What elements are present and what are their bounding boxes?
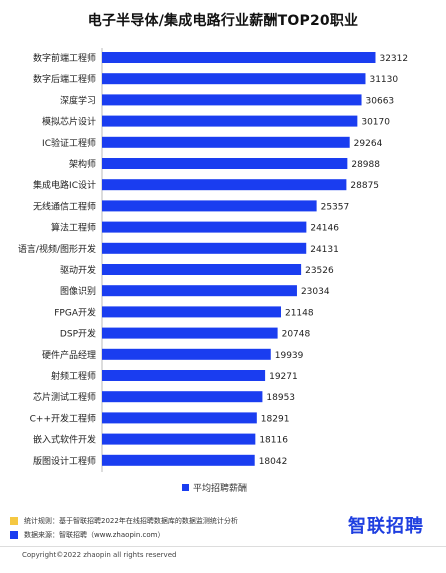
legend: 平均招聘薪酬 — [182, 481, 247, 494]
bar — [102, 136, 350, 148]
category-label: 架构师 — [69, 158, 96, 170]
data-label: 18953 — [266, 393, 295, 403]
category-label: 模拟芯片设计 — [42, 116, 96, 128]
category-label: 语言/视频/图形开发 — [18, 243, 96, 255]
data-label: 23526 — [305, 266, 334, 276]
brand-logo: 智联招聘 — [348, 516, 424, 537]
category-label: 数字前端工程师 — [33, 52, 96, 64]
legend-label: 平均招聘薪酬 — [193, 484, 248, 494]
data-label: 23034 — [301, 287, 330, 297]
bar — [102, 158, 348, 169]
category-label: IC验证工程师 — [42, 137, 96, 149]
bar — [102, 370, 266, 381]
data-label: 19271 — [269, 372, 298, 382]
category-label: 深度学习 — [60, 94, 96, 106]
data-label: 30170 — [361, 118, 390, 128]
data-label: 24131 — [310, 245, 339, 255]
bar — [102, 94, 362, 106]
category-label: 射频工程师 — [51, 370, 96, 382]
data-label: 30663 — [366, 96, 395, 106]
bar — [102, 200, 317, 212]
category-label: 图像识别 — [60, 285, 96, 297]
bar — [102, 412, 257, 424]
rule-marker — [10, 517, 18, 525]
bar — [102, 348, 271, 360]
category-label: 数字后端工程师 — [33, 73, 96, 85]
footer-divider — [0, 546, 446, 547]
category-label: C++开发工程师 — [30, 412, 96, 424]
bar — [102, 433, 256, 445]
bar — [102, 454, 255, 466]
data-label: 28875 — [350, 181, 379, 191]
category-label: DSP开发 — [60, 328, 96, 340]
data-label: 19939 — [275, 351, 304, 361]
category-label: FPGA开发 — [54, 306, 96, 318]
bar — [102, 73, 366, 85]
data-label: 18291 — [261, 414, 290, 424]
data-label: 32312 — [379, 54, 408, 64]
category-label: 芯片测试工程师 — [33, 391, 96, 403]
data-label: 21148 — [285, 308, 314, 318]
bar — [102, 327, 278, 339]
bar — [102, 179, 347, 191]
category-label: 无线通信工程师 — [33, 200, 96, 212]
source-marker — [10, 531, 18, 539]
data-label: 24146 — [310, 224, 339, 234]
data-label: 25357 — [321, 202, 350, 212]
bar — [102, 264, 302, 275]
category-label: 驱动开发 — [60, 264, 96, 276]
bar — [102, 52, 376, 63]
data-label: 20748 — [282, 330, 311, 340]
bar-chart: 数字前端工程师 32312 数字后端工程师 31130 深度学习 30663 模拟芯片设计 3… — [18, 48, 408, 472]
legend-swatch — [182, 484, 189, 491]
category-label: 版图设计工程师 — [33, 455, 96, 467]
bar — [102, 285, 297, 297]
chart-title: 电子半导体/集成电路行业薪酬TOP20职业 — [87, 13, 359, 29]
data-label: 29264 — [354, 139, 383, 149]
footnote-source: 数据来源：智联招聘（www.zhaopin.com） — [10, 530, 164, 540]
data-label: 18042 — [259, 457, 288, 467]
bar — [102, 221, 307, 233]
bar — [102, 115, 358, 127]
data-label: 28988 — [351, 160, 380, 170]
bar — [102, 242, 307, 254]
source-text: 数据来源：智联招聘（www.zhaopin.com） — [24, 531, 165, 539]
data-label: 31130 — [369, 75, 398, 85]
category-label: 硬件产品经理 — [42, 349, 96, 361]
bar — [102, 391, 263, 403]
copyright: Copyright©2022 zhaopin all rights reserv… — [22, 551, 177, 559]
category-label: 集成电路IC设计 — [33, 179, 96, 191]
footnote-rule: 统计规则：基于智联招聘2022年在线招聘数据库的数据监测统计分析 — [10, 516, 238, 526]
category-label: 算法工程师 — [51, 222, 96, 234]
category-label: 嵌入式软件开发 — [33, 434, 96, 446]
data-label: 18116 — [259, 436, 288, 446]
rule-text: 统计规则：基于智联招聘2022年在线招聘数据库的数据监测统计分析 — [24, 517, 238, 525]
bar — [102, 306, 281, 318]
